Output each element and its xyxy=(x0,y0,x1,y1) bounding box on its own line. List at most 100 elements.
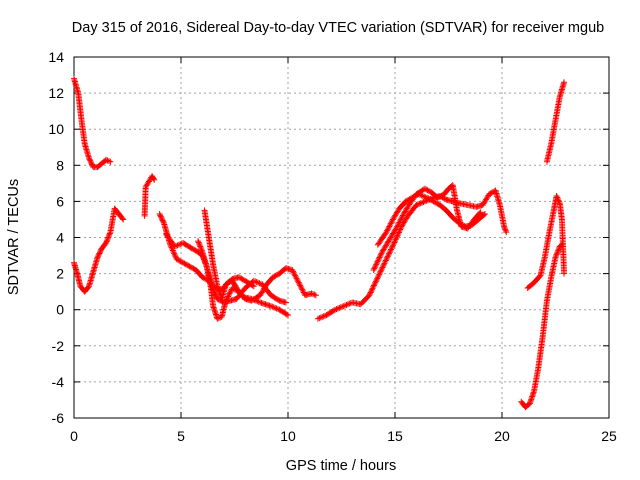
data-point xyxy=(96,250,103,257)
data-point xyxy=(227,289,234,296)
data-point xyxy=(556,198,563,205)
series-arc-b xyxy=(71,205,127,295)
data-point xyxy=(375,272,382,279)
data-point xyxy=(175,256,182,263)
data-point xyxy=(255,279,262,286)
data-point xyxy=(105,158,112,165)
data-point xyxy=(424,194,431,201)
data-point xyxy=(430,198,437,205)
data-point xyxy=(159,216,166,223)
data-point xyxy=(383,256,390,263)
data-point xyxy=(373,261,380,268)
data-point xyxy=(239,276,246,283)
data-point xyxy=(371,265,378,272)
data-point xyxy=(87,157,94,164)
data-point xyxy=(272,304,279,311)
data-point xyxy=(377,253,384,260)
data-point xyxy=(273,272,280,279)
data-point xyxy=(269,303,276,310)
data-point xyxy=(190,265,197,272)
data-point xyxy=(413,202,420,209)
data-point xyxy=(384,253,391,260)
data-point xyxy=(177,258,184,265)
data-point xyxy=(391,239,398,246)
data-point xyxy=(405,196,412,203)
data-point xyxy=(289,268,296,275)
data-point xyxy=(107,158,114,165)
series-arc-f xyxy=(201,207,257,302)
data-point xyxy=(225,292,232,299)
data-point xyxy=(422,194,429,201)
data-point xyxy=(411,193,418,200)
data-point xyxy=(294,278,301,285)
data-point xyxy=(333,306,340,313)
data-point xyxy=(412,192,419,199)
x-tick-label: 0 xyxy=(70,428,78,444)
data-point xyxy=(436,194,443,201)
y-axis-label: SDTVAR / TECUs xyxy=(6,179,22,295)
data-point xyxy=(389,243,396,250)
data-point xyxy=(270,274,277,281)
data-point xyxy=(429,197,436,204)
data-point xyxy=(392,236,399,243)
data-point xyxy=(273,305,280,312)
data-point xyxy=(95,251,102,258)
data-point xyxy=(198,247,205,254)
data-point xyxy=(169,247,176,254)
data-point xyxy=(396,219,403,226)
data-point xyxy=(250,283,257,290)
data-point xyxy=(275,306,282,313)
data-point xyxy=(103,239,110,246)
data-point xyxy=(369,285,376,292)
data-point xyxy=(182,261,189,268)
data-point xyxy=(344,301,351,308)
data-point xyxy=(421,198,428,205)
data-point xyxy=(418,192,425,199)
data-point xyxy=(379,264,386,271)
data-point xyxy=(290,269,297,276)
data-point xyxy=(192,247,199,254)
data-point xyxy=(200,274,207,281)
data-point xyxy=(375,257,382,264)
data-point xyxy=(187,264,194,271)
data-point xyxy=(372,279,379,286)
data-point xyxy=(334,305,341,312)
data-point xyxy=(317,314,324,321)
data-point xyxy=(561,270,568,277)
data-point xyxy=(427,196,434,203)
data-point xyxy=(292,272,299,279)
data-point xyxy=(393,233,400,240)
x-tick-label: 5 xyxy=(177,428,185,444)
data-point xyxy=(420,199,427,206)
data-point xyxy=(374,275,381,282)
data-point xyxy=(373,260,380,267)
data-point xyxy=(195,238,202,245)
data-point xyxy=(312,292,319,299)
data-point xyxy=(385,224,392,231)
x-tick-label: 15 xyxy=(387,428,403,444)
series-arc-a xyxy=(71,75,114,171)
data-point xyxy=(476,210,483,217)
data-point xyxy=(437,193,444,200)
data-point xyxy=(157,212,164,219)
data-point xyxy=(387,222,394,229)
data-point xyxy=(555,247,562,254)
x-tick-label: 10 xyxy=(280,428,296,444)
data-point xyxy=(191,246,198,253)
data-point xyxy=(380,263,387,270)
data-point xyxy=(173,256,180,263)
data-point xyxy=(370,282,377,289)
data-point xyxy=(283,311,290,318)
data-point xyxy=(267,303,274,310)
data-point xyxy=(187,244,194,251)
data-point xyxy=(104,157,111,164)
data-point xyxy=(104,237,111,244)
data-point xyxy=(197,244,204,251)
data-point xyxy=(554,195,561,202)
y-tick-label: 0 xyxy=(56,302,64,318)
data-point xyxy=(320,313,327,320)
data-point xyxy=(552,254,559,261)
data-point xyxy=(457,220,464,227)
data-point xyxy=(322,312,329,319)
data-point xyxy=(374,274,381,281)
